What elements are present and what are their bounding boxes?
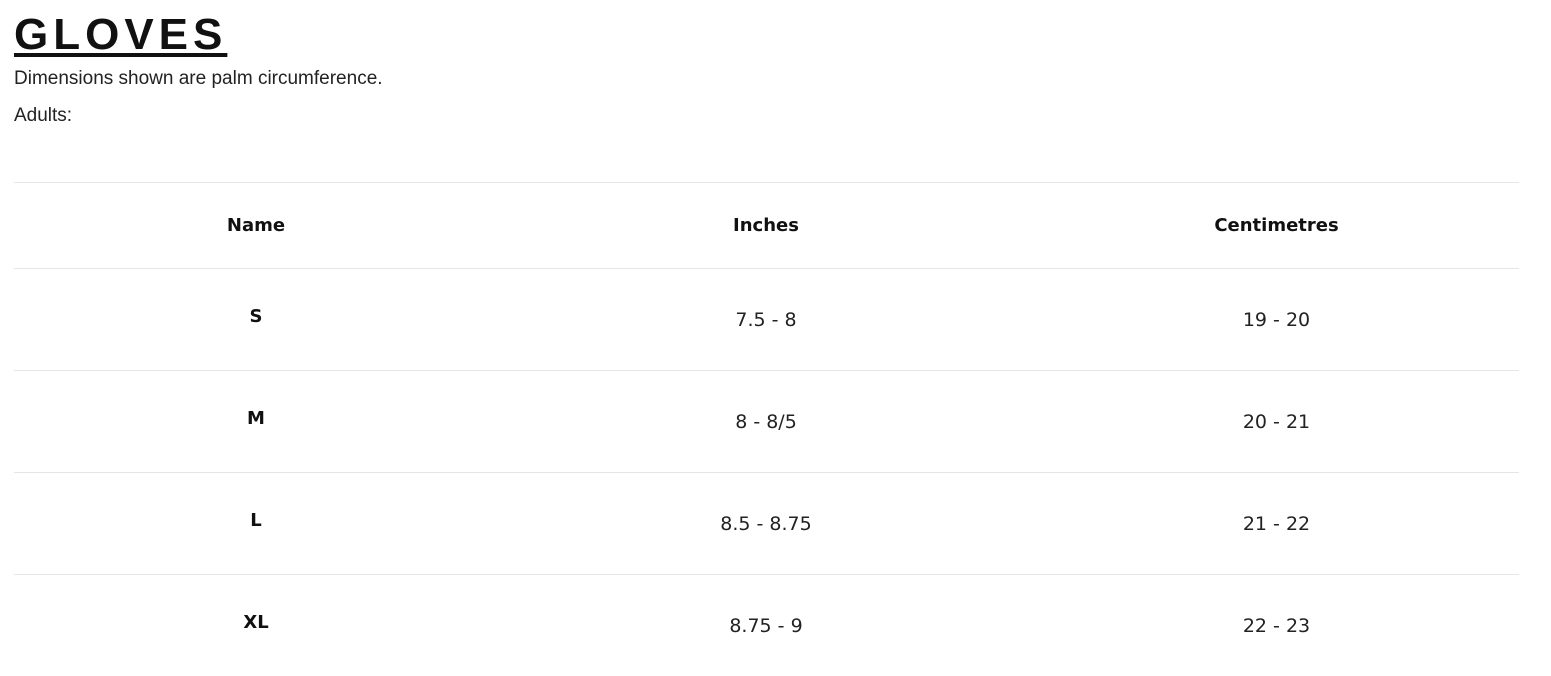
size-name: S bbox=[14, 269, 498, 371]
size-name: L bbox=[14, 473, 498, 575]
table-row: M 8 - 8/5 20 - 21 bbox=[14, 371, 1519, 473]
header-centimetres: Centimetres bbox=[1034, 183, 1519, 269]
size-name: XL bbox=[14, 575, 498, 676]
table-header-row: Name Inches Centimetres bbox=[14, 183, 1519, 269]
table-row: S 7.5 - 8 19 - 20 bbox=[14, 269, 1519, 371]
size-centimetres: 21 - 22 bbox=[1034, 473, 1519, 575]
header-name: Name bbox=[14, 183, 498, 269]
size-table: Name Inches Centimetres S 7.5 - 8 19 - 2… bbox=[14, 182, 1519, 676]
size-inches: 8.75 - 9 bbox=[498, 575, 1034, 676]
size-centimetres: 19 - 20 bbox=[1034, 269, 1519, 371]
size-centimetres: 20 - 21 bbox=[1034, 371, 1519, 473]
size-centimetres: 22 - 23 bbox=[1034, 575, 1519, 676]
page-title: GLOVES bbox=[14, 10, 227, 60]
size-inches: 8 - 8/5 bbox=[498, 371, 1034, 473]
description: Dimensions shown are palm circumference. bbox=[14, 68, 383, 90]
table-row: L 8.5 - 8.75 21 - 22 bbox=[14, 473, 1519, 575]
size-inches: 7.5 - 8 bbox=[498, 269, 1034, 371]
table-row: XL 8.75 - 9 22 - 23 bbox=[14, 575, 1519, 676]
group-label: Adults: bbox=[14, 105, 72, 127]
header-inches: Inches bbox=[498, 183, 1034, 269]
size-inches: 8.5 - 8.75 bbox=[498, 473, 1034, 575]
size-name: M bbox=[14, 371, 498, 473]
